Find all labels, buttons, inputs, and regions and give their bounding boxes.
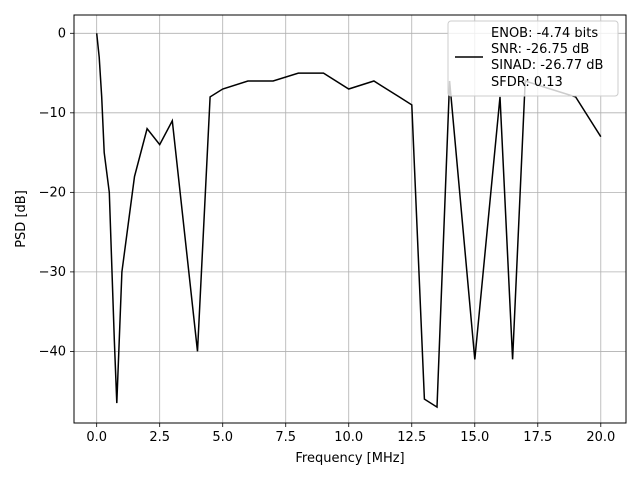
x-tick-label: 7.5 bbox=[275, 430, 296, 445]
x-tick-label: 12.5 bbox=[397, 430, 426, 445]
y-tick-label: −10 bbox=[39, 106, 66, 121]
y-axis-label: PSD [dB] bbox=[14, 190, 29, 248]
legend-box bbox=[447, 20, 619, 97]
y-axis-ticks: 0 −10 −20 −30 −40 bbox=[39, 26, 74, 359]
psd-series-line bbox=[95, 33, 602, 409]
legend-entry-sfdr: SFDR: 0.13 bbox=[491, 75, 563, 90]
legend-entry-enob: ENOB: -4.74 bits bbox=[491, 26, 598, 41]
x-axis-ticks: 0.0 2.5 5.0 7.5 10.0 12.5 15.0 17.5 20.0 bbox=[86, 423, 615, 445]
y-tick-label: −30 bbox=[39, 265, 66, 280]
x-tick-label: 2.5 bbox=[149, 430, 170, 445]
axes-frame bbox=[73, 14, 627, 424]
y-tick-label: −20 bbox=[39, 185, 66, 200]
legend-entry-sinad: SINAD: -26.77 dB bbox=[491, 58, 603, 73]
x-tick-label: 10.0 bbox=[334, 430, 363, 445]
plot-area bbox=[95, 33, 602, 409]
x-tick-label: 15.0 bbox=[460, 430, 489, 445]
x-tick-label: 17.5 bbox=[523, 430, 552, 445]
x-tick-label: 0.0 bbox=[86, 430, 107, 445]
legend-entry-snr: SNR: -26.75 dB bbox=[491, 42, 589, 57]
y-tick-label: −40 bbox=[39, 344, 66, 359]
x-tick-label: 5.0 bbox=[212, 430, 233, 445]
x-axis-label: Frequency [MHz] bbox=[295, 451, 404, 466]
legend: ENOB: -4.74 bits SNR: -26.75 dB SINAD: -… bbox=[447, 20, 619, 97]
y-tick-label: 0 bbox=[58, 26, 66, 41]
x-tick-label: 20.0 bbox=[586, 430, 615, 445]
